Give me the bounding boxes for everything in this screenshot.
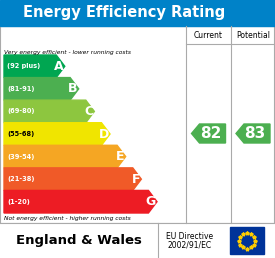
Polygon shape [4,145,126,168]
Text: Potential: Potential [236,30,270,39]
Text: (21-38): (21-38) [7,176,34,182]
Text: Very energy efficient - lower running costs: Very energy efficient - lower running co… [4,50,131,55]
Text: (39-54): (39-54) [7,154,34,159]
Bar [0,0,275,26]
Text: (69-80): (69-80) [7,108,34,115]
Text: Energy Efficiency Rating: Energy Efficiency Rating [23,5,225,20]
Text: D: D [99,127,109,141]
Polygon shape [4,168,141,190]
Polygon shape [4,100,94,123]
Text: A: A [54,60,64,73]
Polygon shape [4,190,157,213]
Bar [230,227,264,254]
Text: C: C [84,105,93,118]
Polygon shape [236,124,270,143]
Polygon shape [191,124,225,143]
Text: (55-68): (55-68) [7,131,34,137]
Bar [0,26,274,223]
Bar [0,223,275,258]
Text: (81-91): (81-91) [7,86,34,92]
Text: Not energy efficient - higher running costs: Not energy efficient - higher running co… [4,216,131,221]
Text: 83: 83 [244,126,266,141]
Polygon shape [4,55,65,78]
Text: (1-20): (1-20) [7,199,30,205]
Text: EU Directive: EU Directive [166,232,214,241]
Text: 82: 82 [200,126,221,141]
Text: England & Wales: England & Wales [16,234,142,247]
Polygon shape [4,78,79,100]
Text: 2002/91/EC: 2002/91/EC [168,241,212,250]
Text: B: B [68,82,78,95]
Text: G: G [146,195,156,208]
Text: F: F [132,173,140,186]
Text: Current: Current [194,30,223,39]
Text: E: E [116,150,125,163]
Text: (92 plus): (92 plus) [7,63,40,69]
Polygon shape [4,123,110,145]
